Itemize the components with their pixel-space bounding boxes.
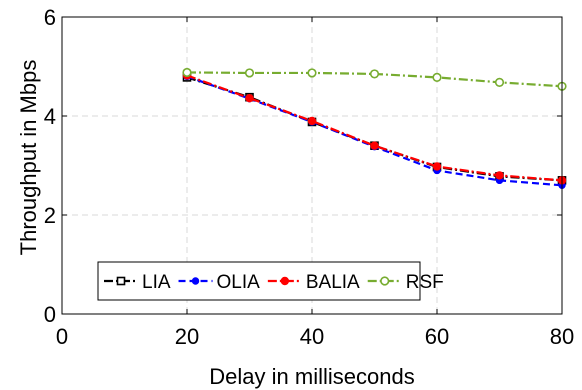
data-point-balia — [495, 171, 504, 180]
series-line-lia — [186, 76, 563, 182]
y-tick-label: 4 — [44, 104, 56, 129]
legend-marker-balia — [280, 276, 290, 286]
data-point-rsf — [494, 77, 505, 87]
data-point-rsf — [369, 69, 380, 79]
legend-item-balia: BALIA — [267, 272, 360, 293]
legend-label-olia: OLIA — [217, 272, 261, 293]
y-tick-label: 0 — [44, 302, 56, 327]
legend-item-olia: OLIA — [178, 272, 261, 293]
series-lia — [182, 73, 567, 185]
x-tick-label: 20 — [175, 324, 199, 349]
legend-marker-olia — [191, 277, 200, 285]
data-point-balia — [432, 162, 442, 171]
axis-ticks: 0 20 40 60 80 0 2 4 6 — [44, 5, 574, 349]
data-point-rsf — [182, 67, 192, 78]
y-tick-label: 2 — [44, 203, 56, 228]
data-point-balia — [245, 93, 254, 103]
legend-label-lia: LIA — [142, 272, 171, 293]
series-group — [182, 67, 567, 190]
x-tick-label: 0 — [56, 324, 68, 349]
series-line-olia — [186, 75, 563, 187]
data-point-balia — [370, 141, 379, 150]
x-tick-label: 40 — [300, 324, 324, 349]
data-point-balia — [307, 116, 317, 126]
x-axis-label: Delay in milliseconds — [209, 364, 414, 389]
x-tick-label: 60 — [425, 324, 449, 349]
legend: LIA OLIA BALIA RSF — [97, 261, 444, 301]
series-rsf — [182, 67, 567, 91]
y-tick-label: 6 — [44, 5, 56, 30]
data-point-rsf — [244, 68, 255, 78]
legend-label-rsf: RSF — [406, 272, 444, 293]
series-balia — [182, 71, 567, 185]
x-tick-label: 80 — [550, 324, 574, 349]
series-olia — [183, 72, 566, 190]
data-point-rsf — [307, 68, 317, 78]
legend-marker-rsf — [380, 276, 390, 286]
legend-label-balia: BALIA — [306, 272, 360, 293]
y-axis-label: Throughput in Mbps — [16, 60, 41, 256]
data-point-rsf — [432, 72, 442, 82]
series-line-balia — [186, 74, 563, 182]
legend-item-lia: LIA — [104, 272, 171, 293]
legend-marker-lia — [116, 276, 126, 286]
legend-box — [97, 261, 421, 301]
grid-lines — [62, 17, 562, 314]
legend-item-rsf: RSF — [367, 272, 444, 293]
